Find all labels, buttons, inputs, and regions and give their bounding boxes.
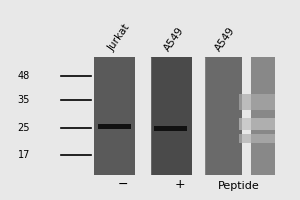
FancyBboxPatch shape [150,57,192,175]
FancyBboxPatch shape [251,57,275,175]
FancyBboxPatch shape [154,126,187,131]
FancyBboxPatch shape [239,134,275,143]
Text: 35: 35 [18,95,30,105]
Text: A549: A549 [163,25,186,53]
Text: Peptide: Peptide [218,181,260,191]
Text: +: + [174,178,185,191]
FancyBboxPatch shape [98,124,131,129]
Bar [193,57,203,175]
Text: A549: A549 [213,25,237,53]
Text: 25: 25 [18,123,30,133]
Text: −: − [118,178,128,191]
Text: 48: 48 [18,71,30,81]
FancyBboxPatch shape [239,94,275,110]
FancyBboxPatch shape [94,57,135,175]
Text: 17: 17 [18,150,30,160]
FancyBboxPatch shape [200,57,242,175]
Text: Jurkat: Jurkat [106,22,132,53]
Bar [140,57,150,175]
FancyBboxPatch shape [239,118,275,130]
